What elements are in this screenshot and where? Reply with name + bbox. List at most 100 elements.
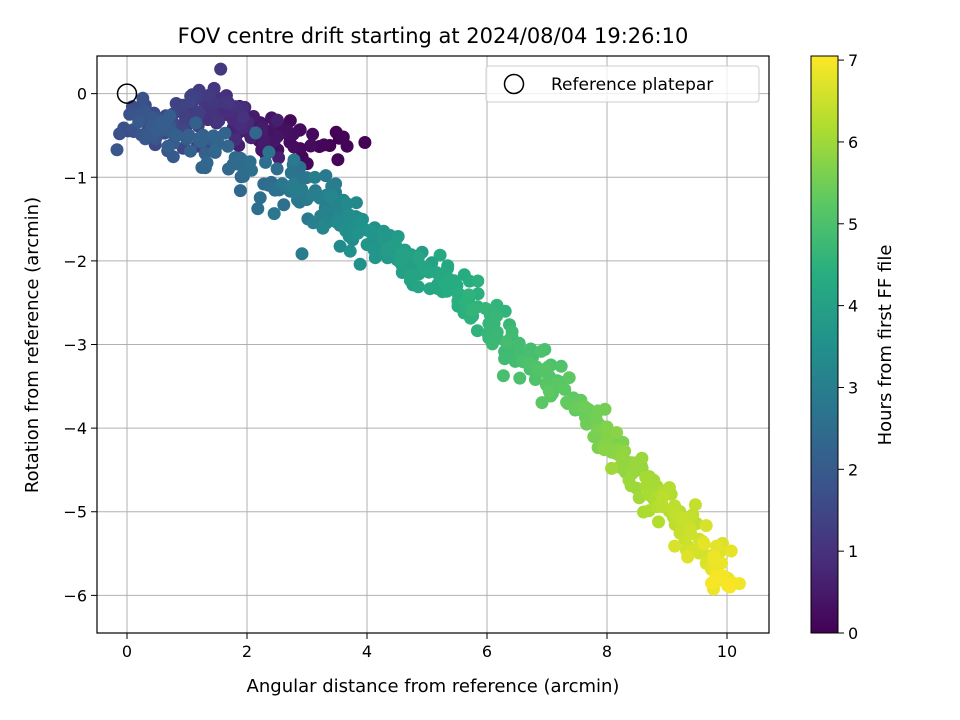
reference-platepar-marker [116,83,138,104]
data-point [349,196,363,210]
data-point [538,362,552,376]
data-point [251,202,265,216]
data-point [438,277,452,291]
x-tick-label: 10 [717,642,737,661]
data-point [598,402,612,416]
data-point [635,451,649,465]
colorbar-tick-label: 7 [848,51,858,70]
data-point [166,150,180,164]
data-point [490,298,504,312]
colorbar-tick-label: 1 [848,542,858,561]
data-point [270,113,284,127]
data-point [342,208,356,222]
data-point [253,191,267,205]
data-point [707,550,721,564]
data-point [535,396,549,410]
data-point [277,198,291,212]
grid [97,56,769,633]
data-point [192,105,206,119]
legend-entry-label: Reference platepar [551,75,713,95]
y-tick-label: 0 [77,85,87,104]
data-point [333,239,347,253]
data-point [479,302,493,315]
data-point [377,224,391,238]
data-point [212,114,226,128]
legend-marker [503,73,525,95]
data-point [267,134,281,148]
data-point [161,139,175,153]
data-point [388,237,402,251]
x-tick-label: 0 [122,642,132,661]
colorbar-label: Hours from first FF file [875,245,896,446]
data-point [183,95,197,109]
data-point [163,109,177,123]
data-point [136,91,150,105]
colorbar-tick-label: 6 [848,133,858,152]
data-point [681,550,695,564]
data-point [624,479,638,493]
data-point [214,62,228,76]
data-point [110,143,124,157]
data-point [304,138,318,152]
data-point [287,153,301,167]
data-point [562,371,576,385]
data-point [132,115,146,129]
data-point [319,205,333,219]
y-tick-label: −4 [63,419,87,438]
y-tick-label: −6 [63,586,87,605]
data-point [656,489,670,503]
x-tick-label: 8 [602,642,612,661]
data-point [331,153,345,167]
data-point [308,170,322,184]
data-point [554,359,568,373]
data-point [272,151,286,165]
data-point [471,287,485,301]
data-point [200,156,214,170]
data-point [710,539,724,553]
data-point [245,163,258,177]
colorbar-tick-label: 0 [848,624,858,643]
data-point [724,544,738,558]
data-point [317,138,331,152]
data-point [605,461,619,475]
data-point [262,145,276,159]
data-point [496,369,510,383]
data-point [289,185,303,199]
colorbar-tick-label: 5 [848,215,858,234]
data-point [462,288,476,302]
data-point [343,244,357,258]
data-point [577,400,591,413]
data-point [411,251,425,265]
data-point [340,139,354,153]
data-point [233,184,247,198]
x-tick-label: 4 [362,642,372,661]
data-point [441,259,455,273]
data-point [498,352,512,366]
data-point [558,383,572,396]
data-point [221,139,235,153]
data-point [513,371,527,385]
data-point [467,301,480,315]
colorbar: 0 1 2 3 4 5 6 7 Hours from first FF file [810,51,896,643]
data-point [697,537,711,551]
data-point [652,515,665,529]
y-tick-label: −1 [63,168,87,187]
data-point [259,155,272,169]
data-point [393,255,407,269]
data-point [358,136,372,149]
data-points [110,62,746,596]
data-point [332,215,346,229]
x-tick-label: 6 [482,642,492,661]
data-point [310,188,324,202]
data-point [668,539,682,553]
x-axis-ticks: 0 2 4 6 8 10 [122,633,737,661]
data-point [505,325,519,339]
data-point [267,207,281,221]
data-point [411,280,425,294]
data-point [236,110,250,124]
data-point [182,128,196,142]
colorbar-tick-label: 2 [848,460,858,479]
data-point [208,143,222,157]
data-point [295,247,309,261]
